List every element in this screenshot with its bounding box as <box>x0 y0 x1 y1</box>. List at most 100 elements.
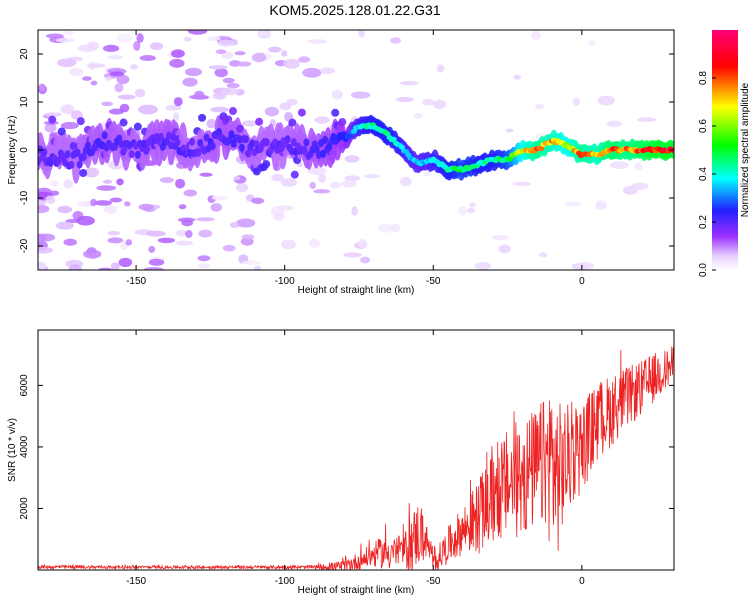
spectrogram-noise-blob <box>572 97 581 107</box>
spectrogram-ridge-halo <box>255 117 264 126</box>
spectrogram-noise-blob <box>271 173 284 182</box>
spectrogram-ridge-core <box>120 147 127 156</box>
snr-series-line <box>38 346 674 570</box>
spectrogram-noise-blob <box>273 212 285 221</box>
spectrogram-ridge-halo <box>236 124 245 133</box>
spectrogram-noise-blob <box>233 176 241 181</box>
spectrogram-ridge-core <box>209 142 216 151</box>
spectrogram-noise-blob <box>170 49 185 58</box>
spectrogram-noise-blob <box>117 94 136 100</box>
spectrogram-ridge-core <box>84 141 91 150</box>
spectrogram-ridge-core <box>188 137 195 146</box>
spectrogram-ridge-core <box>284 135 291 144</box>
spectrogram-noise-blob <box>103 204 118 214</box>
spectrogram-noise-blob <box>264 106 280 117</box>
spectrogram-noise-blob <box>83 249 102 259</box>
spectrogram-ridge-core <box>157 132 164 141</box>
snr-frame <box>37 329 675 571</box>
spectrogram-noise-blob <box>195 217 215 222</box>
spectrogram-noise-blob <box>241 260 261 266</box>
spectrogram-ridge-halo <box>133 122 142 131</box>
spectrogram-noise-blob <box>251 52 267 63</box>
spectrogram-noise-blob <box>102 179 113 184</box>
snr-y-ticks: 2000 4000 6000 <box>19 374 674 520</box>
spectrogram-noise-blob <box>240 237 254 246</box>
spectrogram-noise-blob <box>198 229 213 238</box>
spectrogram-noise-blob <box>280 177 298 187</box>
snr-x-tick-label: -100 <box>275 576 295 587</box>
spectrogram-ridge-core <box>322 135 329 144</box>
spectrogram-noise-blob <box>98 267 112 270</box>
spectrogram-noise-blob <box>217 39 235 47</box>
spectrogram-ridge-halo <box>297 108 306 117</box>
spectrogram-noise-blob <box>229 222 239 229</box>
spectrogram-noise-blob <box>84 167 100 178</box>
spectrogram-noise-blob <box>38 233 47 243</box>
spectrogram-noise-blob <box>44 123 57 133</box>
spectrogram-noise-blob <box>86 63 106 68</box>
spectrogram-noise-blob <box>184 67 203 77</box>
spectrogram-noise-blob <box>358 30 366 38</box>
spectrogram-ridge-halo <box>48 115 57 124</box>
spectrogram-noise-blob <box>395 96 414 103</box>
spectrogram-noise-blob <box>297 56 311 63</box>
spectrogram-ridge-core <box>243 135 250 144</box>
spectrogram-noise-blob <box>469 202 476 208</box>
spectrogram-ridge-halo <box>76 117 85 126</box>
spectrogram-x-tick-label: -150 <box>126 276 146 287</box>
spectrogram-noise-blob <box>308 238 321 248</box>
spectrogram-noise-blob <box>309 181 316 189</box>
spectrogram-ridge-core <box>41 148 48 157</box>
spectrogram-noise-blob <box>211 195 229 201</box>
spectrogram-ridge-core <box>128 150 135 159</box>
spectrogram-noise-blob <box>116 33 133 43</box>
colorbar-label: Normalized spectral amplitude <box>740 82 750 217</box>
spectrogram-noise-blob <box>206 118 217 129</box>
spectrogram-noise-blob <box>182 77 198 87</box>
spectrogram-ridge-core <box>263 138 270 147</box>
snr-y-tick-label: 2000 <box>19 497 30 520</box>
spectrogram-noise-blob <box>43 112 63 117</box>
spectrogram-noise-blob <box>57 205 73 214</box>
colorbar-tick-label: 0.2 <box>698 215 709 229</box>
spectrogram-noise-blob <box>138 203 154 211</box>
spectrogram-noise-blob <box>63 238 77 246</box>
spectrogram-noise-blob <box>192 95 210 100</box>
spectrogram-noise-blob <box>474 262 492 270</box>
spectrogram-noise-blob <box>251 197 265 204</box>
spectrogram-noise-blob <box>343 252 362 258</box>
spectrogram-ridge-core <box>101 131 108 140</box>
spectrogram-noise-blob <box>235 218 256 228</box>
spectrogram-noise-blob <box>215 49 227 54</box>
spectrogram-noise-blob <box>364 174 381 179</box>
spectrogram-noise-blob <box>197 255 211 262</box>
spectrogram-noise-blob <box>183 189 198 197</box>
spectrogram-ridge-core <box>203 133 210 142</box>
spectrogram-noise-blob <box>50 180 59 187</box>
spectrogram-noise-blob <box>421 98 435 106</box>
spectrogram-ridge-core <box>174 138 181 147</box>
spectrogram-noise-blob <box>318 173 326 184</box>
spectrogram-noise-blob <box>110 262 120 270</box>
spectrogram-ridge-core <box>143 146 150 155</box>
spectrogram-noise-blob <box>208 65 228 70</box>
spectrogram-noise-blob <box>432 99 447 110</box>
spectrogram-noise-blob <box>130 64 138 70</box>
spectrogram-noise-blob <box>172 112 180 122</box>
spectrogram-noise-blob <box>631 182 649 190</box>
spectrogram-x-tick-label: -100 <box>275 276 295 287</box>
spectrogram-noise-blob <box>344 155 360 163</box>
spectrogram-noise-blob <box>341 180 357 188</box>
spectrogram-noise-blob <box>107 231 121 236</box>
spectrogram-noise-blob <box>94 200 113 206</box>
spectrogram-noise-blob <box>279 102 292 111</box>
spectrogram-ridge-halo <box>290 170 299 179</box>
spectrogram-y-axis-label: Frequency (Hz) <box>7 116 18 185</box>
spectrogram-noise-blob <box>148 258 165 266</box>
spectrogram-noise-blob <box>360 256 371 264</box>
spectrogram-ridge-halo <box>79 168 88 177</box>
spectrogram-noise-blob <box>531 30 541 40</box>
spectrogram-noise-blob <box>102 44 120 53</box>
spectrogram-noise-blob <box>210 106 229 113</box>
